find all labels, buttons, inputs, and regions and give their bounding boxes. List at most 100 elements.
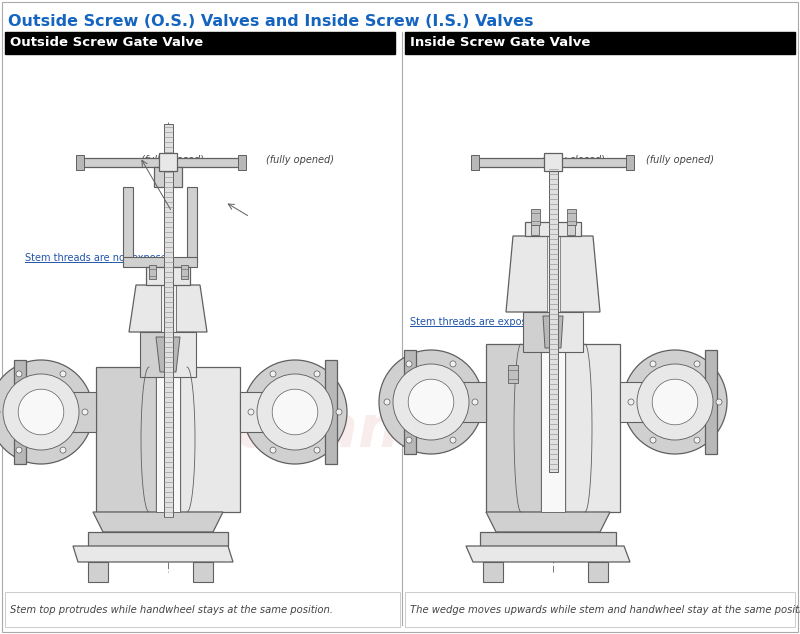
Circle shape: [408, 379, 454, 425]
Circle shape: [82, 409, 88, 415]
Text: (fully closed): (fully closed): [141, 155, 203, 165]
Circle shape: [60, 371, 66, 377]
Circle shape: [18, 389, 64, 435]
Text: (fully opened): (fully opened): [646, 155, 714, 165]
Text: Stem threads are exposed.: Stem threads are exposed.: [410, 317, 542, 327]
Bar: [193, 562, 213, 582]
Bar: [525, 222, 581, 236]
Circle shape: [650, 361, 656, 367]
Bar: [88, 532, 228, 546]
Bar: [565, 344, 620, 512]
Text: Outside Screw (O.S.) Valves and Inside Screw (I.S.) Valves: Outside Screw (O.S.) Valves and Inside S…: [8, 14, 534, 29]
Text: Inside Screw Gate Valve: Inside Screw Gate Valve: [410, 37, 590, 49]
Bar: [238, 155, 246, 169]
Circle shape: [379, 350, 483, 454]
Bar: [705, 350, 717, 454]
Bar: [123, 186, 133, 262]
Bar: [156, 367, 180, 512]
Polygon shape: [168, 332, 196, 377]
Circle shape: [406, 361, 412, 367]
Text: Outside Screw Gate Valve: Outside Screw Gate Valve: [10, 37, 203, 49]
Bar: [441, 382, 486, 422]
Bar: [530, 209, 539, 225]
Bar: [88, 562, 108, 582]
Bar: [5, 32, 395, 54]
Bar: [475, 157, 553, 167]
Text: (fully closed): (fully closed): [542, 155, 605, 165]
Polygon shape: [156, 337, 180, 372]
Bar: [149, 265, 155, 279]
Bar: [161, 285, 175, 332]
Bar: [566, 209, 575, 225]
Circle shape: [257, 374, 333, 450]
Circle shape: [3, 374, 79, 450]
Bar: [544, 153, 562, 171]
Circle shape: [384, 399, 390, 405]
Polygon shape: [129, 285, 207, 332]
Bar: [541, 344, 565, 512]
Bar: [620, 382, 665, 422]
Circle shape: [623, 350, 727, 454]
Bar: [567, 225, 575, 235]
Bar: [480, 532, 616, 546]
Text: Stem top protrudes while handwheel stays at the same position.: Stem top protrudes while handwheel stays…: [10, 605, 333, 615]
Circle shape: [248, 409, 254, 415]
Circle shape: [652, 379, 698, 425]
Circle shape: [694, 437, 700, 443]
Bar: [146, 267, 190, 285]
Bar: [159, 153, 177, 171]
Circle shape: [60, 447, 66, 453]
Bar: [163, 124, 173, 517]
Circle shape: [314, 371, 320, 377]
Circle shape: [0, 360, 93, 464]
Circle shape: [450, 437, 456, 443]
Bar: [508, 365, 518, 383]
Bar: [588, 562, 608, 582]
Circle shape: [314, 447, 320, 453]
Circle shape: [270, 371, 276, 377]
Circle shape: [628, 399, 634, 405]
Bar: [553, 157, 628, 167]
Bar: [626, 155, 634, 169]
Bar: [404, 350, 416, 454]
Bar: [14, 360, 26, 464]
Bar: [240, 392, 285, 432]
Bar: [154, 167, 182, 186]
Circle shape: [336, 409, 342, 415]
Bar: [553, 312, 583, 352]
Circle shape: [270, 447, 276, 453]
Circle shape: [16, 371, 22, 377]
Polygon shape: [466, 546, 630, 562]
Text: The wedge moves upwards while stem and handwheel stay at the same position.: The wedge moves upwards while stem and h…: [410, 605, 800, 615]
Bar: [80, 157, 168, 167]
Bar: [180, 367, 240, 512]
Polygon shape: [140, 332, 168, 377]
Bar: [51, 392, 96, 432]
Polygon shape: [543, 316, 563, 348]
Circle shape: [472, 399, 478, 405]
Bar: [531, 225, 539, 235]
Bar: [123, 257, 197, 267]
Circle shape: [450, 361, 456, 367]
Bar: [76, 155, 84, 169]
Bar: [405, 592, 795, 627]
Text: (fully opened): (fully opened): [266, 155, 334, 165]
Bar: [486, 344, 541, 512]
Text: Stem threads are not exposed.: Stem threads are not exposed.: [25, 253, 176, 263]
Bar: [483, 562, 503, 582]
Bar: [325, 360, 337, 464]
Bar: [405, 32, 795, 54]
Bar: [471, 155, 479, 169]
Circle shape: [16, 447, 22, 453]
Bar: [168, 157, 240, 167]
Bar: [549, 167, 558, 472]
Bar: [523, 312, 553, 352]
Text: eedean: eedean: [159, 401, 401, 458]
Bar: [546, 236, 559, 312]
Polygon shape: [73, 546, 233, 562]
Circle shape: [393, 364, 469, 440]
Bar: [96, 367, 156, 512]
Circle shape: [694, 361, 700, 367]
Polygon shape: [506, 236, 600, 312]
Circle shape: [716, 399, 722, 405]
